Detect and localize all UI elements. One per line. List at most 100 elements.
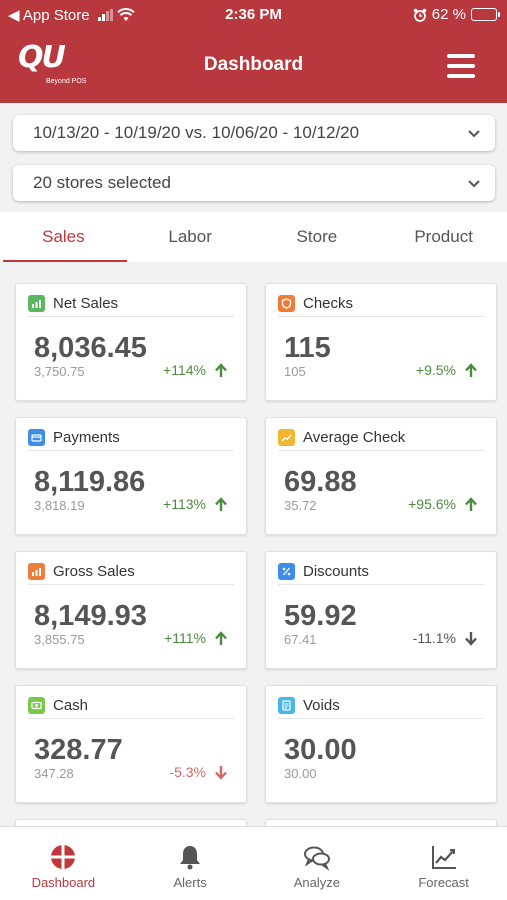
metric-previous: 35.72 <box>284 498 317 513</box>
metric-title: Voids <box>303 696 340 714</box>
nav-label: Dashboard <box>31 875 96 890</box>
back-to-app-store[interactable]: ◀ App Store <box>8 6 135 24</box>
divider <box>278 584 484 585</box>
page-title: Dashboard <box>203 54 304 75</box>
metric-title: Payments <box>53 428 120 446</box>
bottom-navigation: Dashboard Alerts Analyze Forecast <box>0 826 507 900</box>
metric-previous: 3,818.19 <box>34 498 85 513</box>
nav-analyze[interactable]: Analyze <box>254 827 381 900</box>
delta-value: +111% <box>164 630 206 646</box>
arrow-down-icon <box>465 631 477 646</box>
metric-value: 8,036.45 <box>34 332 147 364</box>
date-range-select[interactable]: 10/13/20 - 10/19/20 vs. 10/06/20 - 10/12… <box>13 115 495 151</box>
battery-percent: 62 % <box>431 6 466 23</box>
metric-card-net-sales[interactable]: Net Sales 8,036.45 3,750.75 +114% <box>15 283 247 401</box>
percent-icon <box>278 562 295 580</box>
nav-dashboard[interactable]: Dashboard <box>0 827 127 900</box>
nav-label: Alerts <box>173 875 207 890</box>
metric-title: Net Sales <box>53 294 119 312</box>
metric-delta: -5.3% <box>169 764 228 780</box>
metric-value: 328.77 <box>34 734 123 766</box>
cash-icon <box>28 696 45 714</box>
divider <box>278 316 484 317</box>
metric-card-gross-sales[interactable]: Gross Sales 8,149.93 3,855.75 +111% <box>15 551 247 669</box>
metric-title: Cash <box>53 696 89 714</box>
battery-icon <box>471 8 500 21</box>
metric-delta: +111% <box>164 630 228 646</box>
delta-value: -5.3% <box>169 764 206 780</box>
nav-forecast[interactable]: Forecast <box>380 827 507 900</box>
metric-card-payments[interactable]: Payments 8,119.86 3,818.19 +113% <box>15 417 247 535</box>
metric-card-checks[interactable]: Checks 115 105 +9.5% <box>265 283 497 401</box>
arrow-up-icon <box>465 496 477 511</box>
metric-delta: +113% <box>163 496 228 512</box>
metric-header: Payments <box>28 426 234 448</box>
date-range-value: 10/13/20 - 10/19/20 vs. 10/06/20 - 10/12… <box>33 123 360 142</box>
metric-header: Average Check <box>278 426 484 448</box>
divider <box>278 718 484 719</box>
metric-value: 69.88 <box>284 466 357 498</box>
signal-icon <box>97 9 113 21</box>
delta-value: +95.6% <box>408 496 456 512</box>
chat-icon <box>303 846 330 871</box>
delta-value: +113% <box>163 496 206 512</box>
tab-store[interactable]: Store <box>296 227 338 246</box>
alarm-icon <box>413 8 427 22</box>
metric-value: 8,119.86 <box>34 466 146 498</box>
chart-icon <box>28 562 45 580</box>
metric-value: 115 <box>284 332 331 364</box>
divider <box>28 584 234 585</box>
store-select-value: 20 stores selected <box>33 173 171 192</box>
store-select[interactable]: 20 stores selected <box>13 165 495 201</box>
metric-delta: -11.1% <box>413 630 478 646</box>
logo-tagline: Beyond POS <box>46 78 87 85</box>
arrow-down-icon <box>215 765 227 780</box>
shield-icon <box>278 294 295 312</box>
top-bar: ◀ App Store 2:36 PM 62 % QU Beyond POS <box>0 0 507 103</box>
arrow-up-icon <box>215 496 227 511</box>
divider <box>28 450 234 451</box>
divider <box>28 718 234 719</box>
nav-alerts[interactable]: Alerts <box>127 827 254 900</box>
back-app-label: ◀ App Store <box>8 7 90 24</box>
chevron-down-icon <box>468 180 480 188</box>
arrow-up-icon <box>215 630 227 645</box>
metric-delta: +114% <box>163 362 228 378</box>
metric-card-voids[interactable]: Voids 30.00 30.00 <box>265 685 497 803</box>
metric-title: Gross Sales <box>53 562 135 580</box>
bell-icon <box>180 846 201 870</box>
app-header: QU Beyond POS Dashboard <box>0 30 507 103</box>
metric-previous: 347.28 <box>34 766 74 781</box>
chevron-down-icon <box>468 130 480 138</box>
tab-sales[interactable]: Sales <box>0 212 127 262</box>
menu-icon[interactable] <box>447 54 475 78</box>
metric-title: Average Check <box>303 428 406 446</box>
delta-value: +114% <box>163 362 206 378</box>
status-bar: ◀ App Store 2:36 PM 62 % <box>0 0 507 30</box>
trend-icon <box>278 428 295 446</box>
tab-bar: Sales Labor Store Product <box>0 212 507 262</box>
metric-header: Discounts <box>278 560 484 582</box>
metric-header: Net Sales <box>28 292 234 314</box>
logo-mark: QU <box>18 40 66 75</box>
metric-card-cash[interactable]: Cash 328.77 347.28 -5.3% <box>15 685 247 803</box>
chart-icon <box>28 294 45 312</box>
metric-value: 59.92 <box>284 600 357 632</box>
metric-card-average-check[interactable]: Average Check 69.88 35.72 +95.6% <box>265 417 497 535</box>
metric-value: 8,149.93 <box>34 600 147 632</box>
delta-value: -11.1% <box>412 630 456 646</box>
delta-value: +9.5% <box>415 362 456 378</box>
tab-labor[interactable]: Labor <box>168 227 212 246</box>
status-time: 2:36 PM <box>225 6 282 23</box>
status-right: 62 % <box>413 6 500 23</box>
divider <box>278 450 484 451</box>
wifi-icon <box>116 8 135 21</box>
nav-label: Analyze <box>293 875 340 890</box>
arrow-up-icon <box>465 362 477 377</box>
qu-logo: QU Beyond POS <box>18 42 98 88</box>
metric-card-discounts[interactable]: Discounts 59.92 67.41 -11.1% <box>265 551 497 669</box>
document-icon <box>278 696 295 714</box>
dashboard-icon <box>51 845 76 869</box>
tab-product[interactable]: Product <box>414 227 473 246</box>
arrow-up-icon <box>215 362 227 377</box>
